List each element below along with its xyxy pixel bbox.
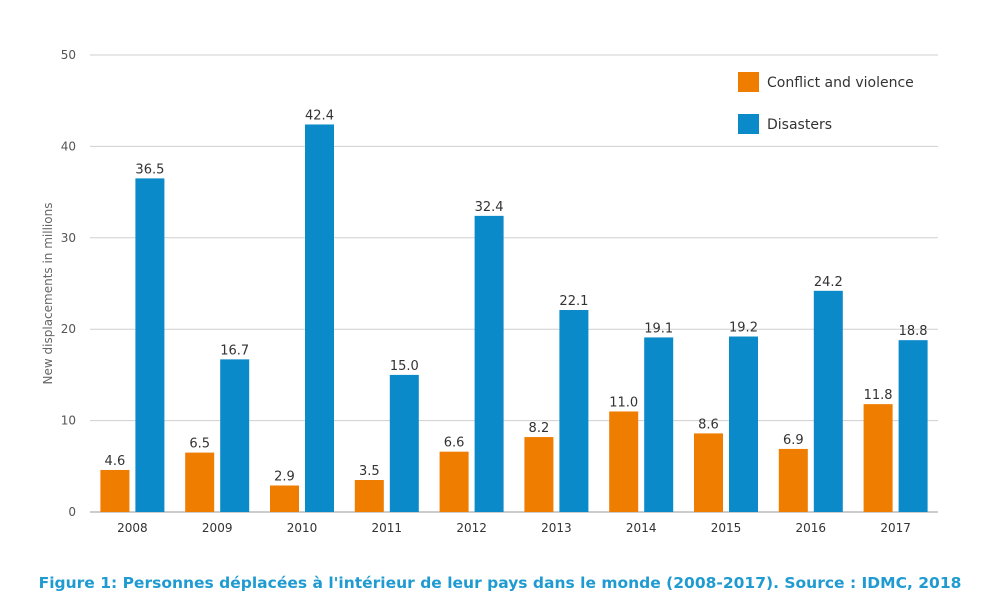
data-label-conflict-2010: 2.9 xyxy=(274,469,295,484)
data-label-conflict-2016: 6.9 xyxy=(783,433,804,448)
bar-disasters-2013 xyxy=(559,310,589,512)
data-label-disasters-2008: 36.5 xyxy=(135,162,164,177)
data-label-conflict-2017: 11.8 xyxy=(864,388,893,403)
x-tick-label: 2008 xyxy=(117,521,148,535)
y-tick-label: 10 xyxy=(61,414,76,428)
y-tick-label: 30 xyxy=(61,231,76,245)
bar-disasters-2009 xyxy=(220,359,250,512)
x-tick-label: 2011 xyxy=(372,521,403,535)
bar-disasters-2014 xyxy=(644,337,674,512)
x-tick-label: 2014 xyxy=(626,521,657,535)
bar-disasters-2016 xyxy=(813,290,843,512)
data-label-disasters-2011: 15.0 xyxy=(390,359,419,374)
y-tick-label: 50 xyxy=(61,48,76,62)
data-label-disasters-2010: 42.4 xyxy=(305,108,334,123)
x-tick-label: 2015 xyxy=(711,521,742,535)
bar-disasters-2011 xyxy=(389,374,419,512)
bar-disasters-2012 xyxy=(474,215,504,512)
x-tick-label: 2013 xyxy=(541,521,572,535)
bar-chart: 0 10 20 30 40 50 New displacements in millions… xyxy=(41,48,938,535)
bar-conflict-2008 xyxy=(100,469,130,512)
bar-conflict-2009 xyxy=(185,452,215,512)
x-tick-label: 2010 xyxy=(287,521,318,535)
figure-caption: Figure 1: Personnes déplacées à l'intéri… xyxy=(38,574,962,592)
data-label-conflict-2014: 11.0 xyxy=(609,395,638,410)
data-label-disasters-2009: 16.7 xyxy=(220,343,249,358)
data-label-conflict-2015: 8.6 xyxy=(698,417,719,432)
x-tick-label: 2009 xyxy=(202,521,233,535)
data-label-disasters-2013: 22.1 xyxy=(559,294,588,309)
data-label-conflict-2013: 8.2 xyxy=(529,421,550,436)
x-tick-label: 2012 xyxy=(456,521,487,535)
data-label-disasters-2012: 32.4 xyxy=(475,200,504,215)
y-tick-label: 20 xyxy=(61,322,76,336)
data-label-disasters-2017: 18.8 xyxy=(899,324,928,339)
x-tick-label: 2016 xyxy=(796,521,827,535)
bar-disasters-2017 xyxy=(898,340,928,512)
data-label-disasters-2016: 24.2 xyxy=(814,275,843,290)
bar-conflict-2012 xyxy=(439,451,469,512)
bar-conflict-2015 xyxy=(694,433,723,512)
legend-label-conflict: Conflict and violence xyxy=(767,75,914,91)
y-tick-label: 40 xyxy=(61,139,76,153)
bar-conflict-2017 xyxy=(863,404,893,512)
bar-conflict-2010 xyxy=(270,485,299,512)
y-tick-label: 0 xyxy=(68,505,76,519)
legend-swatch-conflict xyxy=(738,72,759,92)
data-label-conflict-2012: 6.6 xyxy=(444,436,465,451)
bar-disasters-2015 xyxy=(729,336,758,512)
x-tick-label: 2017 xyxy=(880,521,911,535)
bar-conflict-2014 xyxy=(609,411,639,512)
bar-conflict-2011 xyxy=(354,480,384,512)
bar-conflict-2013 xyxy=(524,437,554,512)
bar-conflict-2016 xyxy=(778,448,808,512)
data-label-disasters-2014: 19.1 xyxy=(644,321,673,336)
data-label-conflict-2011: 3.5 xyxy=(359,464,380,479)
legend-label-disasters: Disasters xyxy=(767,117,832,133)
data-label-disasters-2015: 19.2 xyxy=(729,321,758,336)
y-axis-label: New displacements in millions xyxy=(41,203,55,385)
bar-disasters-2008 xyxy=(135,178,165,512)
legend-swatch-disasters xyxy=(738,114,759,134)
data-label-conflict-2009: 6.5 xyxy=(189,437,210,452)
data-label-conflict-2008: 4.6 xyxy=(105,454,126,469)
bar-disasters-2010 xyxy=(305,124,334,513)
